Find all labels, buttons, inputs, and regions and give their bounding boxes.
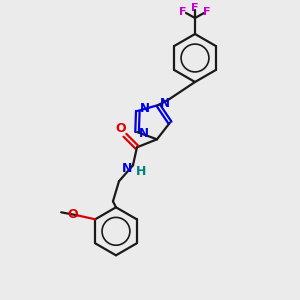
Text: F: F bbox=[191, 3, 199, 13]
Text: N: N bbox=[160, 97, 170, 110]
Text: H: H bbox=[136, 165, 146, 178]
Text: O: O bbox=[68, 208, 79, 221]
Text: N: N bbox=[139, 127, 149, 140]
Text: F: F bbox=[203, 7, 211, 17]
Text: N: N bbox=[140, 102, 150, 116]
Text: N: N bbox=[122, 162, 132, 175]
Text: O: O bbox=[116, 122, 126, 135]
Text: F: F bbox=[179, 7, 187, 17]
